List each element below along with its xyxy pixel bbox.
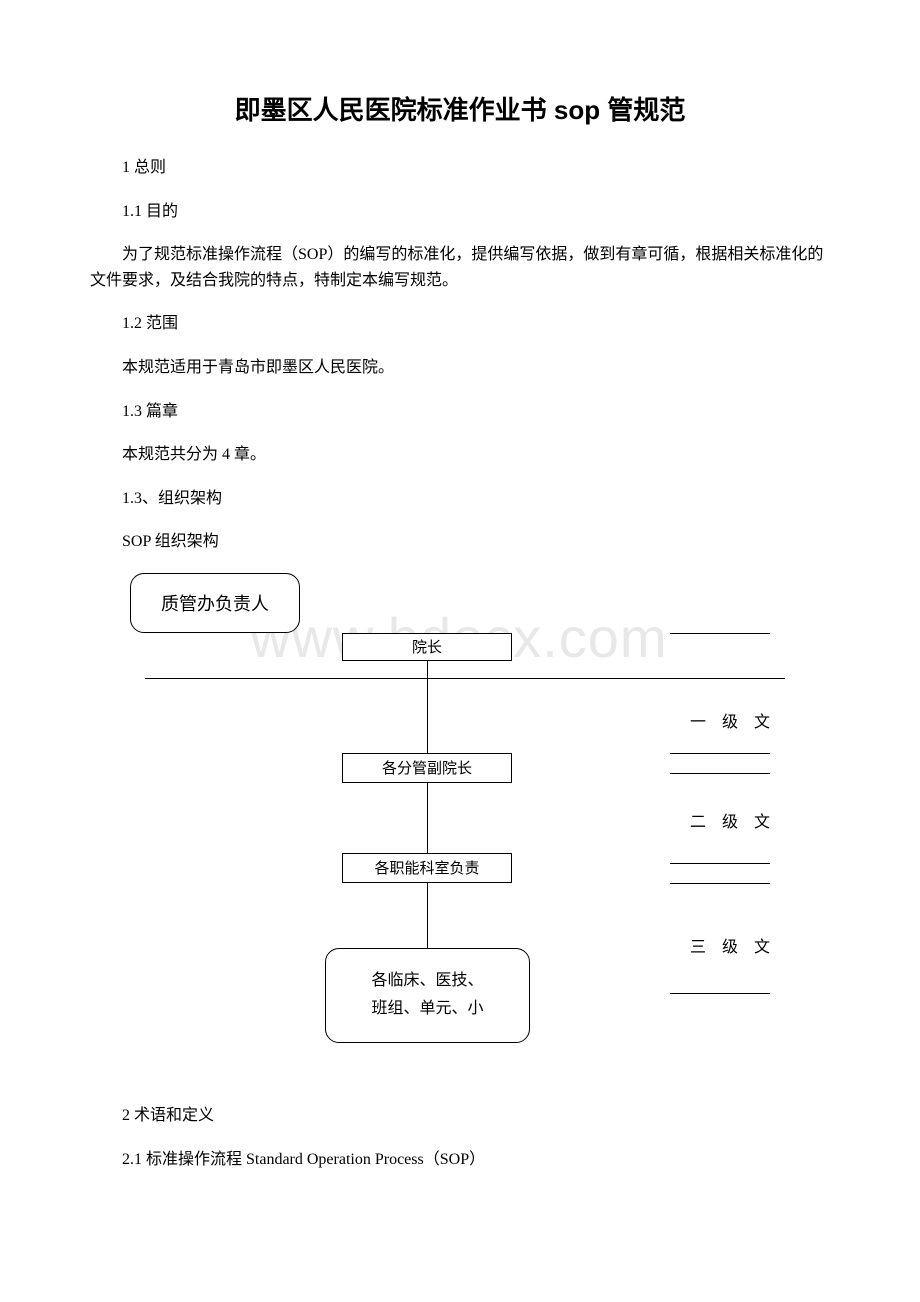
- para-8: 1.3、组织架构: [90, 486, 830, 512]
- diagram-vline-1: [427, 661, 428, 753]
- bracket-top-2: [670, 773, 770, 774]
- para-7: 本规范共分为 4 章。: [90, 442, 830, 468]
- spacer: [240, 633, 241, 643]
- para-4: 1.2 范围: [90, 311, 830, 337]
- level-label-1: 一 级 文: [690, 708, 776, 732]
- para-2: 1.1 目的: [90, 199, 830, 225]
- diagram-box-clinical: 各临床、医技、 班组、单元、小: [325, 948, 530, 1043]
- diagram-hline-1: [145, 678, 785, 679]
- document-content: 即墨区人民医院标准作业书 sop 管规范 1 总则 1.1 目的 为了规范标准操…: [90, 90, 830, 1172]
- diagram-box-director: 院长: [342, 633, 512, 661]
- diagram-box-vice-director: 各分管副院长: [342, 753, 512, 783]
- bracket-bottom-3: [670, 993, 770, 994]
- diagram-box-clinical-line2: 班组、单元、小: [371, 995, 483, 1024]
- para-5: 本规范适用于青岛市即墨区人民医院。: [90, 355, 830, 381]
- document-title: 即墨区人民医院标准作业书 sop 管规范: [90, 90, 830, 127]
- diagram-box-qc-leader: 质管办负责人: [130, 573, 300, 633]
- bracket-bottom-1: [670, 753, 770, 754]
- level-label-2: 二 级 文: [690, 808, 776, 832]
- org-chart-diagram: 质管办负责人 院长 各分管副院长 各职能科室负责 各临床、医技、 班组、单元、小…: [130, 573, 830, 1083]
- diagram-box-clinical-line1: 各临床、医技、: [371, 967, 483, 996]
- para-10: 2 术语和定义: [90, 1103, 830, 1129]
- diagram-vline-2: [427, 783, 428, 853]
- diagram-vline-3: [427, 883, 428, 948]
- para-3: 为了规范标准操作流程（SOP）的编写的标准化，提供编写依据，做到有章可循，根据相…: [90, 242, 830, 293]
- level-label-3: 三 级 文: [690, 933, 776, 957]
- diagram-box-dept-leader: 各职能科室负责: [342, 853, 512, 883]
- para-1: 1 总则: [90, 155, 830, 181]
- bracket-bottom-2: [670, 863, 770, 864]
- para-11: 2.1 标准操作流程 Standard Operation Process（SO…: [90, 1147, 830, 1173]
- bracket-top-1: [670, 633, 770, 634]
- bracket-top-3: [670, 883, 770, 884]
- para-6: 1.3 篇章: [90, 399, 830, 425]
- para-9: SOP 组织架构: [90, 529, 830, 555]
